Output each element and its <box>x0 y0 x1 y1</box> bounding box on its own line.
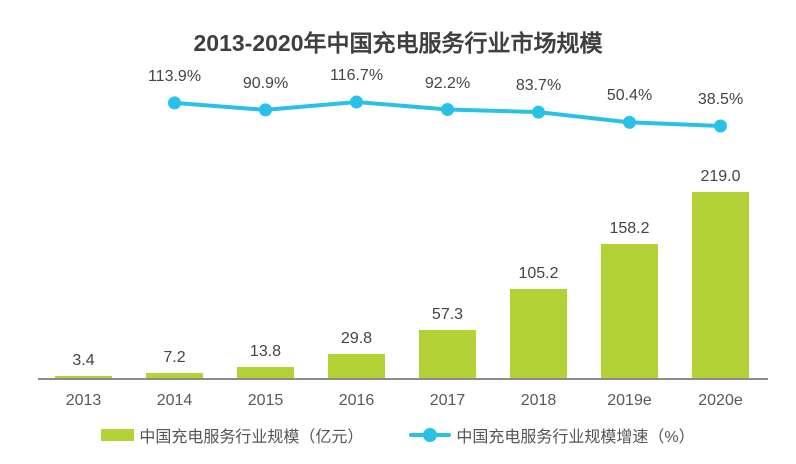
bar-series-swatch <box>101 429 135 441</box>
bar-2017 <box>419 330 476 379</box>
growth-point-2020e <box>714 119 727 133</box>
x-axis-label-2016: 2016 <box>338 392 375 409</box>
growth-point-2019e <box>623 115 636 129</box>
growth-point-2016 <box>350 95 363 109</box>
bar-value-label-2017: 57.3 <box>431 306 464 324</box>
legend-label-scale: 中国充电服务行业规模（亿元） <box>139 429 364 446</box>
bar-value-label-2020e: 219.0 <box>700 168 741 185</box>
line-swatch-dot <box>423 428 438 442</box>
bar-value-label-2014: 7.2 <box>163 348 186 366</box>
growth-value-label-2018: 83.7% <box>515 77 562 95</box>
x-axis-label-2019e: 2019e <box>607 392 652 409</box>
chart-title: 2013-2020年中国充电服务行业市场规模 <box>193 30 603 56</box>
x-axis-label-2017: 2017 <box>429 392 466 409</box>
bar-value-label-2015: 13.8 <box>249 343 282 361</box>
growth-point-2015 <box>259 103 272 117</box>
growth-value-label-2016: 116.7% <box>329 66 384 84</box>
x-axis-label-2020e: 2020e <box>698 392 743 409</box>
growth-line <box>174 99 721 128</box>
growth-value-label-2019e: 50.4% <box>606 87 653 105</box>
bar-2014 <box>146 372 203 379</box>
growth-value-label-2015: 90.9% <box>242 74 289 92</box>
x-axis-label-2013: 2013 <box>65 392 102 409</box>
bar-2016 <box>328 353 385 379</box>
bar-value-label-2016: 29.8 <box>340 329 373 347</box>
growth-point-2017 <box>441 103 454 117</box>
bar-2015 <box>237 367 294 379</box>
x-axis-line <box>38 378 768 380</box>
legend-label-growth: 中国充电服务行业规模增速（%） <box>456 429 695 446</box>
x-axis-label-2014: 2014 <box>156 392 193 409</box>
legend-item-growth: 中国充电服务行业规模增速（%） <box>409 423 695 447</box>
bar-2020e <box>692 192 749 379</box>
bar-2019e <box>601 243 658 379</box>
legend-item-scale: 中国充电服务行业规模（亿元） <box>101 423 363 447</box>
x-axis-label-2015: 2015 <box>247 392 284 409</box>
line-series-swatch <box>409 428 452 442</box>
bar-2018 <box>510 289 567 379</box>
growth-point-2018 <box>532 105 545 119</box>
legend: 中国充电服务行业规模（亿元） 中国充电服务行业规模增速（%） <box>0 423 796 447</box>
growth-value-label-2017: 92.2% <box>424 74 471 92</box>
growth-value-label-2014: 113.9% <box>147 67 202 85</box>
bar-2013 <box>55 376 112 379</box>
growth-point-2014 <box>168 96 181 110</box>
bar-value-label-2018: 105.2 <box>518 265 559 283</box>
x-axis-label-2018: 2018 <box>520 392 557 409</box>
bar-value-label-2013: 3.4 <box>72 352 95 369</box>
bar-value-label-2019e: 158.2 <box>609 219 650 237</box>
growth-value-label-2020e: 38.5% <box>697 90 744 108</box>
